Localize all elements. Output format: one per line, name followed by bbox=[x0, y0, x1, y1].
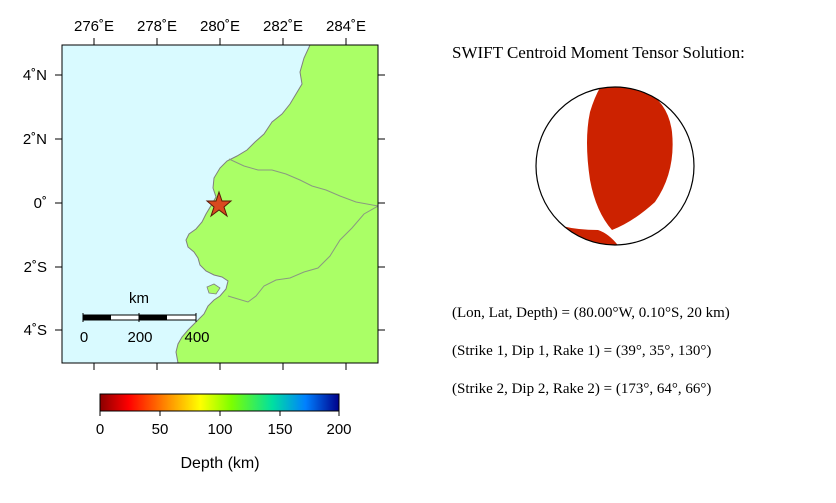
map-panel: 276˚E 278˚E 280˚E 282˚E 284˚E 4˚N 2˚N 0˚… bbox=[23, 18, 385, 370]
plane2-line: (Strike 2, Dip 2, Rake 2) = (173°, 64°, … bbox=[452, 381, 711, 397]
colorbar-label: 200 bbox=[326, 421, 351, 438]
colorbar-label: 100 bbox=[207, 421, 232, 438]
moment-tensor-panel: SWIFT Centroid Moment Tensor Solution: (… bbox=[452, 43, 745, 397]
lon-tick-label: 282˚E bbox=[263, 18, 303, 35]
lat-tick-label: 4˚N bbox=[23, 67, 47, 84]
colorbar-title: Depth (km) bbox=[180, 455, 259, 472]
beachball-compression-top bbox=[587, 87, 673, 230]
gulf-island bbox=[206, 283, 221, 295]
beachball bbox=[535, 86, 695, 246]
lat-tick-labels: 4˚N 2˚N 0˚ 2˚S 4˚S bbox=[23, 67, 47, 339]
scale-bar-label: 0 bbox=[80, 329, 88, 346]
depth-colorbar: 0 50 100 150 200 Depth (km) bbox=[96, 393, 352, 472]
location-line: (Lon, Lat, Depth) = (80.00°W, 0.10°S, 20… bbox=[452, 305, 730, 321]
land-area bbox=[175, 45, 378, 363]
scale-bar: km 0 200 400 bbox=[80, 290, 210, 346]
plane1-line: (Strike 1, Dip 1, Rake 1) = (39°, 35°, 1… bbox=[452, 343, 711, 359]
lon-ticks bbox=[93, 38, 347, 370]
lon-tick-label: 280˚E bbox=[200, 18, 240, 35]
lat-ticks bbox=[55, 74, 385, 331]
scale-bar-label: 400 bbox=[184, 329, 209, 346]
lat-tick-label: 0˚ bbox=[34, 195, 47, 212]
lat-tick-label: 2˚N bbox=[23, 131, 47, 148]
scale-bar-label: 200 bbox=[127, 329, 152, 346]
lon-tick-labels: 276˚E 278˚E 280˚E 282˚E 284˚E bbox=[74, 18, 366, 35]
lon-tick-label: 284˚E bbox=[326, 18, 366, 35]
star-icon bbox=[205, 190, 233, 218]
colorbar-label: 0 bbox=[96, 421, 104, 438]
lat-tick-label: 2˚S bbox=[24, 259, 47, 276]
solution-title: SWIFT Centroid Moment Tensor Solution: bbox=[452, 43, 745, 62]
scale-bar-unit: km bbox=[129, 290, 149, 307]
lat-tick-label: 4˚S bbox=[24, 322, 47, 339]
lon-tick-label: 276˚E bbox=[74, 18, 114, 35]
lon-tick-label: 278˚E bbox=[137, 18, 177, 35]
border-colombia-ecuador bbox=[228, 158, 378, 207]
border-ecuador-peru bbox=[227, 205, 378, 303]
colorbar-gradient bbox=[99, 393, 340, 412]
colorbar-label: 50 bbox=[152, 421, 169, 438]
colorbar-label: 150 bbox=[267, 421, 292, 438]
